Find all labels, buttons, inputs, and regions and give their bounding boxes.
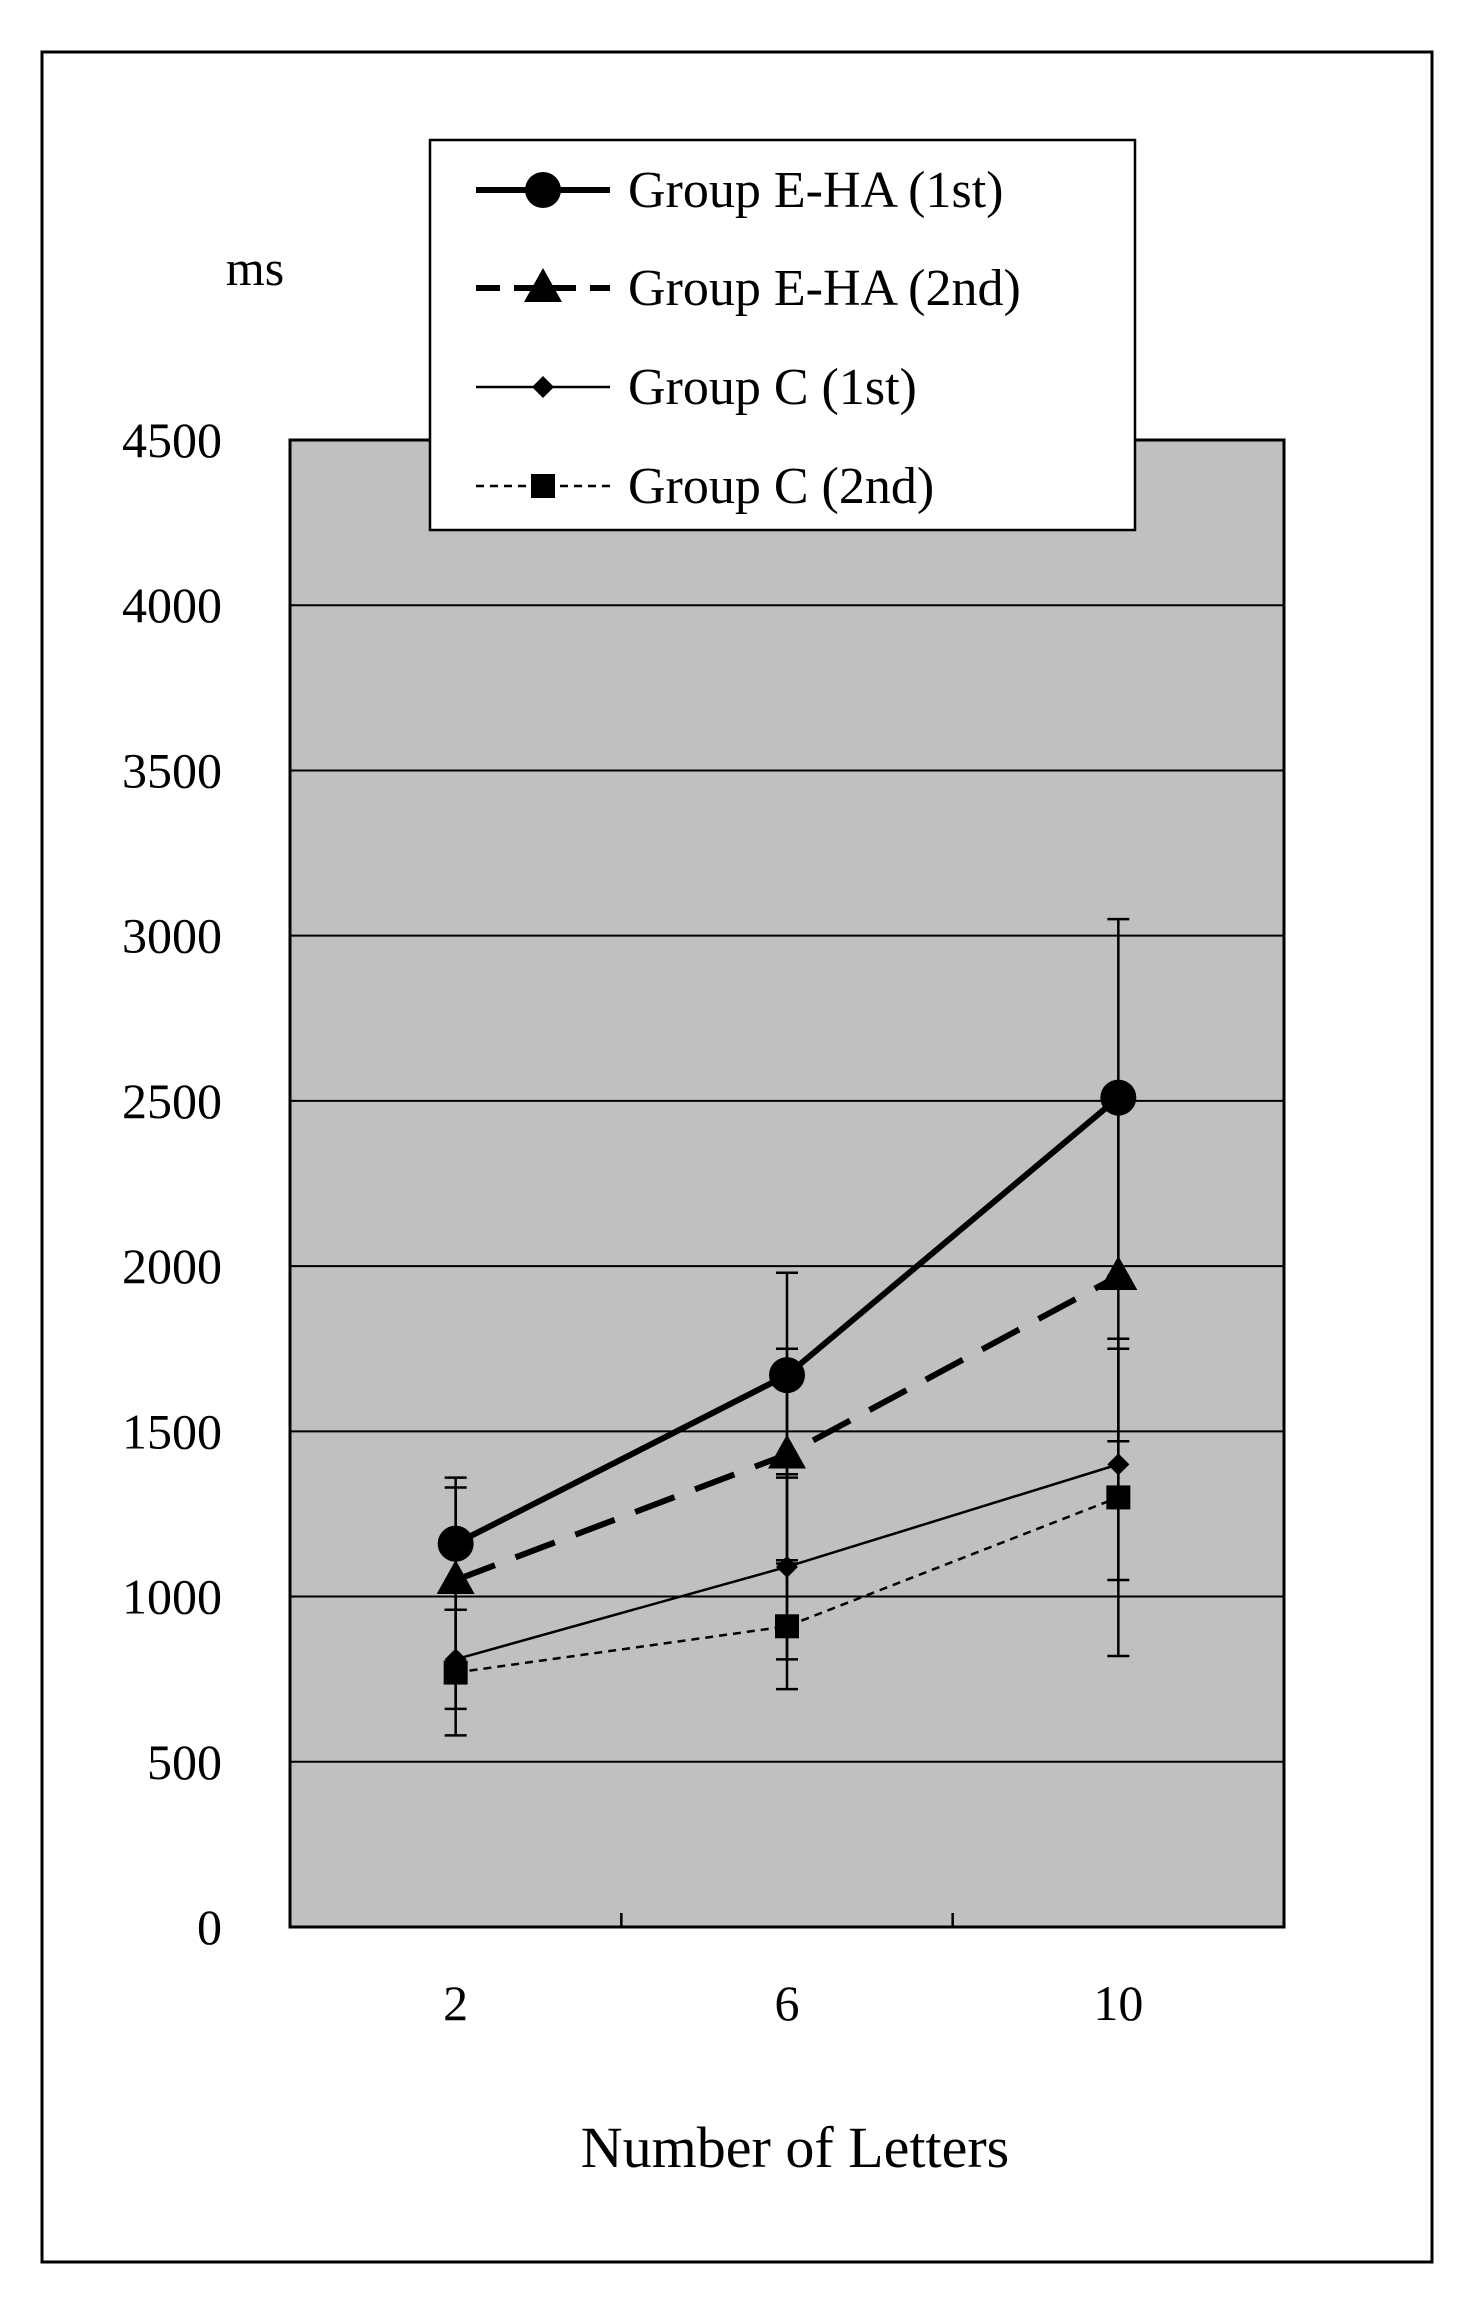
y-tick-label: 2000 xyxy=(122,1238,222,1294)
x-tick-label: 2 xyxy=(443,1975,468,2031)
series-2 xyxy=(436,1109,1138,1674)
x-axis-ticks: 2 6 10 xyxy=(443,1975,1143,2031)
x-tick-label: 6 xyxy=(775,1975,800,2031)
legend-item: Group C (1st) xyxy=(476,359,917,416)
y-axis-ticks: 0 500 1000 1500 2000 2500 3000 3500 4000 4500 xyxy=(122,412,222,1955)
y-axis-label: ms xyxy=(226,240,284,296)
y-tick-label: 2500 xyxy=(122,1073,222,1129)
legend-marker xyxy=(531,474,555,498)
legend-label: Group E-HA (1st) xyxy=(628,162,1004,219)
x-tick-label: 10 xyxy=(1093,1975,1143,2031)
plot-area xyxy=(288,438,1286,1929)
legend: Group E-HA (1st) Group E-HA (2nd) Group C … xyxy=(428,138,1137,532)
y-tick-label: 3000 xyxy=(122,908,222,964)
data-point xyxy=(1106,1485,1131,1510)
legend-marker xyxy=(525,172,561,208)
y-tick-label: 500 xyxy=(147,1734,222,1790)
legend-item: Group E-HA (1st) xyxy=(476,162,1004,219)
legend-marker xyxy=(532,376,554,398)
legend-item: Group E-HA (2nd) xyxy=(476,260,1021,317)
data-point xyxy=(1100,1079,1137,1116)
data-point xyxy=(775,1614,799,1639)
legend-label: Group E-HA (2nd) xyxy=(628,260,1021,317)
series-4 xyxy=(443,1337,1131,1737)
data-point xyxy=(768,1434,806,1469)
legend-item: Group C (2nd) xyxy=(476,458,934,515)
x-axis-label: Number of Letters xyxy=(581,2115,1009,2180)
data-point xyxy=(1099,1256,1138,1291)
series-layer xyxy=(436,917,1138,1737)
legend-marker xyxy=(524,268,562,302)
y-tick-label: 0 xyxy=(197,1899,222,1955)
x-axis xyxy=(288,1913,1286,1927)
y-tick-label: 4000 xyxy=(122,577,222,633)
legend-label: Group C (2nd) xyxy=(628,458,934,515)
y-tick-label: 1000 xyxy=(122,1569,222,1625)
y-tick-label: 4500 xyxy=(122,412,222,468)
data-point xyxy=(436,1560,475,1595)
y-tick-label: 1500 xyxy=(122,1403,222,1459)
y-tick-label: 3500 xyxy=(122,742,222,798)
data-point xyxy=(443,1660,468,1685)
legend-label: Group C (1st) xyxy=(628,359,917,416)
